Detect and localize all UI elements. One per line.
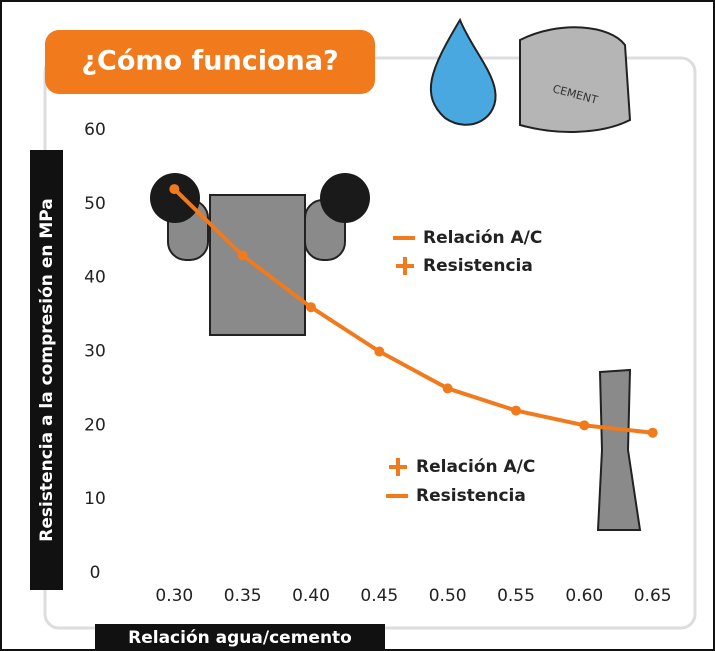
data-point xyxy=(579,420,589,430)
y-tick-label: 40 xyxy=(84,268,106,288)
legend-label: Resistencia xyxy=(416,486,526,506)
data-point xyxy=(374,347,384,357)
x-tick-label: 0.35 xyxy=(224,586,262,606)
chart: ¿Cómo funciona? CEMENT Resistencia a la … xyxy=(0,0,715,651)
legend-label: Relación A/C xyxy=(416,457,535,477)
data-point xyxy=(511,406,521,416)
x-tick-label: 0.55 xyxy=(497,586,535,606)
data-point xyxy=(648,428,658,438)
x-tick-label: 0.30 xyxy=(155,586,193,606)
x-tick-label: 0.65 xyxy=(634,586,672,606)
x-tick-label: 0.60 xyxy=(565,586,603,606)
y-axis-label: Resistencia a la compresión en MPa xyxy=(37,198,57,542)
panel xyxy=(45,58,695,628)
data-point xyxy=(238,251,248,261)
data-point xyxy=(443,383,453,393)
legend-label: Resistencia xyxy=(423,256,533,276)
legend-label: Relación A/C xyxy=(423,228,542,248)
y-tick-label: 50 xyxy=(84,194,106,214)
y-tick-label: 60 xyxy=(84,120,106,140)
chart-title: ¿Cómo funciona? xyxy=(81,46,338,77)
x-tick-label: 0.50 xyxy=(429,586,467,606)
data-point xyxy=(169,184,179,194)
y-tick-label: 0 xyxy=(90,563,101,583)
y-tick-label: 10 xyxy=(84,489,106,509)
data-point xyxy=(306,302,316,312)
x-tick-label: 0.45 xyxy=(360,586,398,606)
y-tick-label: 30 xyxy=(84,342,106,362)
x-axis-label: Relación agua/cemento xyxy=(128,628,352,648)
cement-bag: CEMENT xyxy=(520,27,630,132)
x-tick-label: 0.40 xyxy=(292,586,330,606)
y-tick-label: 20 xyxy=(84,415,106,435)
